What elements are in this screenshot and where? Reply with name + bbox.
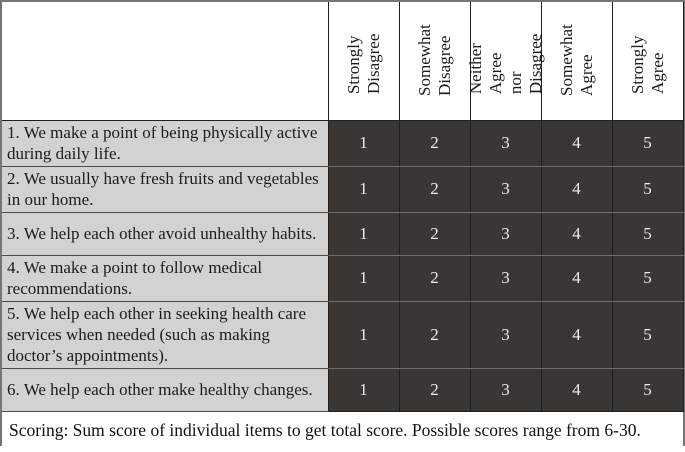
header-label: Strongly Agree: [627, 35, 667, 94]
table-row-6: 6. We help each other make healthy chang…: [2, 368, 684, 413]
table-row-5: 5. We help each other in seeking health …: [2, 300, 684, 370]
rating-cell-1: 1: [327, 165, 400, 213]
header-row: Strongly Disagree Somewhat Disagree Neit…: [2, 2, 684, 121]
header-col-strongly-disagree: Strongly Disagree: [327, 2, 400, 121]
rating-cell-3: 3: [469, 211, 542, 256]
rating-cell-3: 3: [469, 300, 542, 370]
rating-cell-2: 2: [398, 300, 471, 370]
rating-cell-2: 2: [398, 368, 471, 413]
rotated-label-wrap: Somewhat Agree: [542, 4, 612, 118]
rating-cell-5: 5: [611, 368, 684, 413]
rotated-label-wrap: Strongly Agree: [613, 4, 683, 118]
header-col-strongly-agree: Strongly Agree: [611, 2, 684, 121]
scoring-row: Scoring: Sum score of individual items t…: [2, 411, 683, 452]
rating-cell-5: 5: [611, 254, 684, 302]
rating-cell-3: 3: [469, 165, 542, 213]
rating-cell-5: 5: [611, 165, 684, 213]
table-row-1: 1. We make a point of being physically a…: [2, 119, 684, 167]
rating-cell-1: 1: [327, 211, 400, 256]
question-cell: 1. We make a point of being physically a…: [2, 119, 329, 167]
question-cell: 2. We usually have fresh fruits and vege…: [2, 165, 329, 213]
rating-cell-2: 2: [398, 254, 471, 302]
rating-cell-1: 1: [327, 119, 400, 167]
rating-cell-4: 4: [540, 211, 613, 256]
question-cell: 6. We help each other make healthy chang…: [2, 368, 329, 413]
rating-cell-4: 4: [540, 165, 613, 213]
rotated-label-wrap: Neither Agree nor Disagree: [465, 4, 544, 118]
rating-cell-4: 4: [540, 119, 613, 167]
question-cell: 5. We help each other in seeking health …: [2, 300, 329, 370]
rating-cell-2: 2: [398, 119, 471, 167]
header-corner-cell: [2, 2, 329, 121]
table-row-3: 3. We help each other avoid unhealthy ha…: [2, 211, 684, 256]
rating-cell-3: 3: [469, 254, 542, 302]
rating-cell-1: 1: [327, 300, 400, 370]
rating-cell-5: 5: [611, 300, 684, 370]
header-label: Somewhat Disagree: [414, 23, 454, 96]
table-row-4: 4. We make a point to follow medical rec…: [2, 254, 684, 302]
header-col-somewhat-agree: Somewhat Agree: [540, 2, 613, 121]
header-label: Somewhat Agree: [556, 23, 596, 96]
rating-cell-3: 3: [469, 368, 542, 413]
rotated-label-wrap: Somewhat Disagree: [400, 4, 470, 118]
rating-cell-4: 4: [540, 300, 613, 370]
question-cell: 3. We help each other avoid unhealthy ha…: [2, 211, 329, 256]
rating-cell-1: 1: [327, 368, 400, 413]
rating-cell-5: 5: [611, 211, 684, 256]
rating-cell-3: 3: [469, 119, 542, 167]
header-col-somewhat-disagree: Somewhat Disagree: [398, 2, 471, 121]
rating-cell-4: 4: [540, 254, 613, 302]
rating-cell-4: 4: [540, 368, 613, 413]
rating-cell-1: 1: [327, 254, 400, 302]
scoring-note: Scoring: Sum score of individual items t…: [2, 411, 683, 452]
rating-cell-5: 5: [611, 119, 684, 167]
question-cell: 4. We make a point to follow medical rec…: [2, 254, 329, 302]
header-label: Strongly Disagree: [343, 33, 383, 94]
rotated-label-wrap: Strongly Disagree: [329, 4, 399, 118]
table-row-2: 2. We usually have fresh fruits and vege…: [2, 165, 684, 213]
header-label: Neither Agree nor Disagree: [465, 33, 545, 94]
rating-cell-2: 2: [398, 165, 471, 213]
rating-cell-2: 2: [398, 211, 471, 256]
header-col-neither-agree-nor-disagree: Neither Agree nor Disagree: [465, 2, 545, 121]
